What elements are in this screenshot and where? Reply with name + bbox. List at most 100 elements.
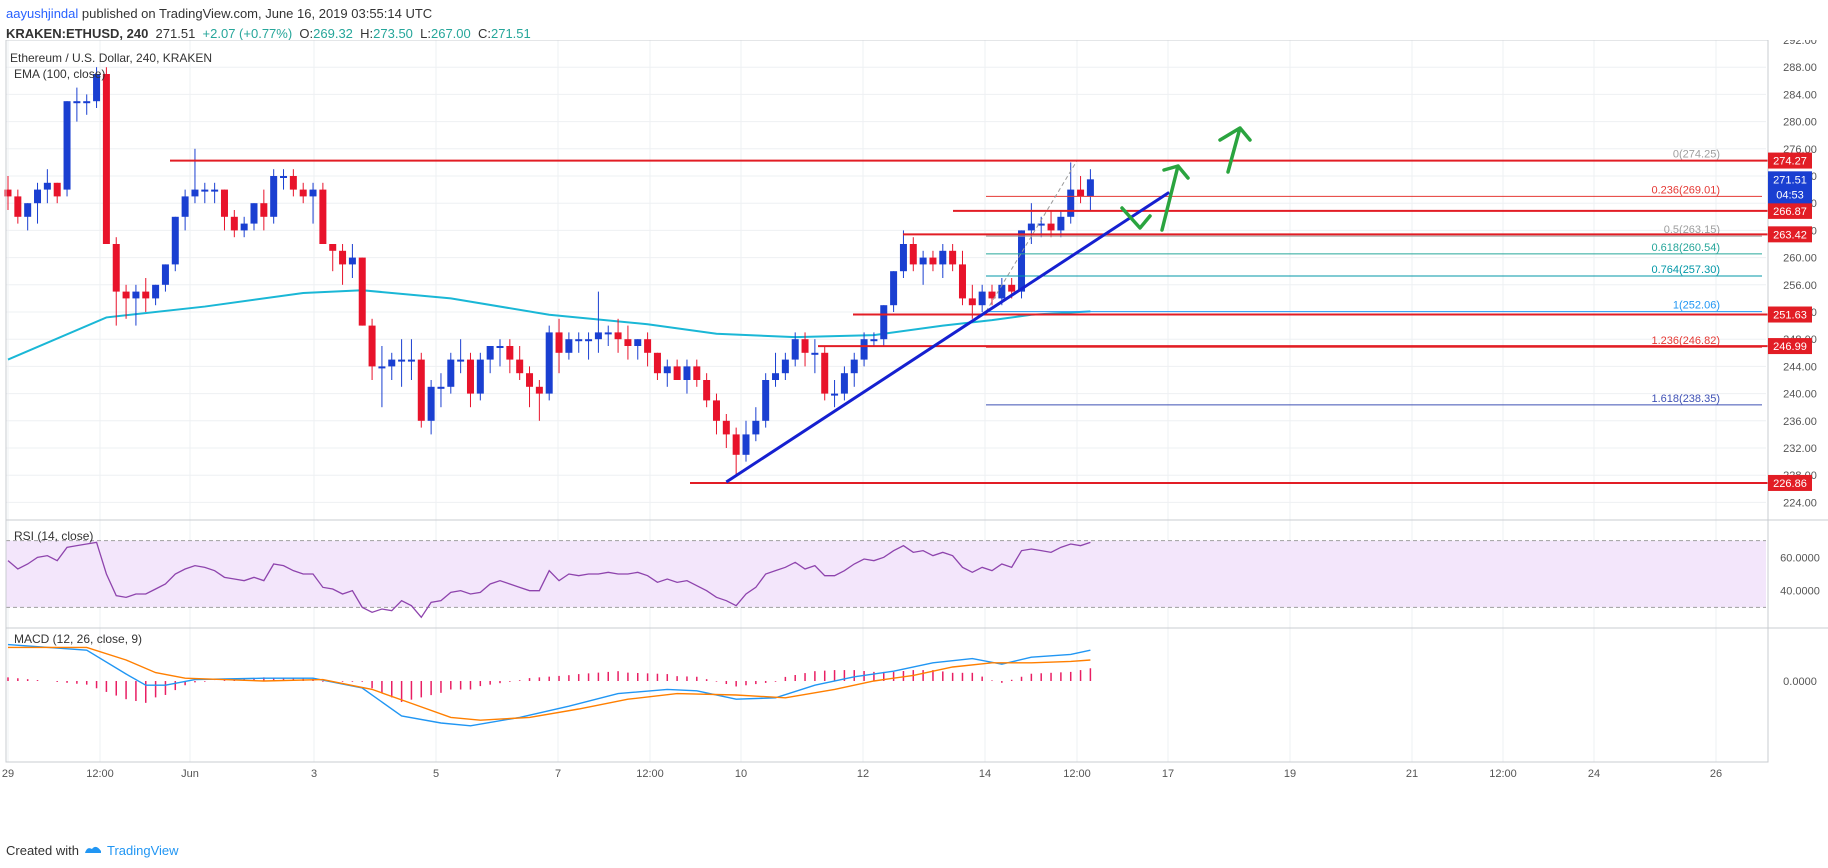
grid-lines	[6, 40, 1766, 762]
symbol-name: KRAKEN:ETHUSD, 240	[6, 26, 149, 41]
candle-body	[683, 366, 691, 380]
candle-body	[968, 298, 976, 306]
candle-body	[762, 380, 770, 421]
x-tick-label: 3	[311, 768, 317, 780]
tradingview-brand[interactable]: TradingView	[106, 843, 179, 858]
candle-body	[1057, 216, 1065, 231]
candle-body	[988, 291, 996, 299]
candle-body	[73, 101, 81, 104]
axes: 29 12:00 Jun 3 5 7 12:00 10 12 14 12:00 17 19 21 12:00…	[2, 40, 1828, 780]
tradingview-logo-icon	[83, 843, 103, 858]
close-value: 271.51	[490, 26, 531, 41]
pane-frame	[5, 40, 1769, 763]
rsi-pane[interactable]	[6, 540, 1766, 619]
candle-body	[466, 359, 474, 394]
x-tick-label: 24	[1588, 768, 1600, 780]
candle-body	[565, 339, 573, 353]
y-tick-label: 240.00	[1783, 389, 1817, 401]
x-tick-label: Jun	[181, 768, 199, 780]
chart-title: Ethereum / U.S. Dollar, 240, KRAKEN	[10, 51, 212, 65]
candle-body	[270, 176, 278, 217]
candle-body	[949, 250, 957, 265]
candle-body	[476, 359, 484, 394]
candle-body	[516, 359, 524, 374]
close-label: C:	[477, 26, 491, 41]
candle-body	[358, 257, 366, 326]
candle-body	[407, 359, 415, 362]
candle-body	[958, 264, 966, 299]
candle-body	[378, 366, 386, 369]
candle-body	[850, 359, 858, 374]
candle-body	[594, 332, 602, 340]
candle-body	[53, 182, 61, 197]
created-with-text: Created with	[6, 843, 79, 858]
macd-legend: MACD (12, 26, close, 9)	[14, 632, 142, 646]
y-tick-label: 280.00	[1783, 117, 1817, 129]
candle-body	[250, 203, 258, 224]
trading-chart[interactable]: 0(274.25) 0.236(269.01) 0.5(263.15) 0.618(2…	[0, 40, 1828, 840]
candle-body	[220, 189, 228, 217]
candle-body	[663, 366, 671, 374]
level-badge	[1768, 226, 1812, 243]
candle-body	[171, 216, 179, 265]
candle-body	[93, 74, 101, 102]
candle-body	[506, 346, 514, 360]
candle-body	[535, 386, 543, 394]
candle-body	[575, 339, 583, 342]
level-badge-label: 251.63	[1773, 310, 1807, 322]
candle-body	[811, 352, 819, 355]
candle-body	[752, 420, 760, 435]
candle-body	[1018, 230, 1026, 292]
author-link[interactable]: aayushjindal	[6, 6, 79, 21]
candle-body	[4, 189, 12, 197]
candle-body	[781, 359, 789, 374]
candle-body	[526, 373, 534, 387]
candle-body	[230, 216, 238, 231]
y-tick-label: 284.00	[1783, 89, 1817, 101]
x-tick-label: 29	[2, 768, 14, 780]
level-badge-label: 263.42	[1773, 229, 1807, 241]
candle-body	[398, 359, 406, 362]
macd-pane[interactable]	[7, 643, 1092, 727]
publish-info: published on TradingView.com, June 16, 2…	[81, 6, 433, 21]
price-pane[interactable]: 0(274.25) 0.236(269.01) 0.5(263.15) 0.618(2…	[4, 67, 1769, 484]
candle-body	[653, 352, 661, 374]
rsi-tick-label: 60.0000	[1780, 552, 1820, 564]
candle-body	[191, 189, 199, 197]
bar-countdown-label: 04:53	[1776, 189, 1804, 201]
candle-body	[486, 346, 494, 360]
fib-level-label: 0(274.25)	[1673, 149, 1720, 161]
open-label: O:	[299, 26, 314, 41]
candle-body	[555, 332, 563, 353]
candle-body	[299, 189, 307, 197]
high-value: 273.50	[373, 26, 413, 41]
candle-body	[929, 257, 937, 265]
chart-header: aayushjindal published on TradingView.co…	[6, 4, 531, 44]
footer: Created with TradingView	[6, 843, 179, 858]
x-tick-label: 12:00	[1063, 768, 1091, 780]
candle-body	[801, 339, 809, 353]
candle-body	[998, 284, 1006, 299]
candle-body	[319, 189, 327, 244]
forecast-arrow-icon	[1160, 164, 1190, 232]
fib-level-label: 0.236(269.01)	[1652, 184, 1721, 196]
y-tick-label: 236.00	[1783, 416, 1817, 428]
candle-body	[14, 196, 22, 217]
candle-body	[309, 189, 317, 197]
y-tick-label: 244.00	[1783, 361, 1817, 373]
level-badge-label: 266.87	[1773, 206, 1807, 218]
trend-line	[725, 191, 1170, 484]
x-tick-label: 17	[1162, 768, 1174, 780]
macd-line	[7, 643, 1091, 727]
rsi-tick-label: 40.0000	[1780, 586, 1820, 598]
fib-anchor-line	[985, 160, 1078, 312]
candle-body	[142, 291, 150, 299]
candle-body	[348, 257, 356, 265]
level-badge	[1768, 474, 1812, 491]
candle-body	[673, 366, 681, 380]
candle-body	[280, 176, 288, 178]
publish-line: aayushjindal published on TradingView.co…	[6, 4, 531, 24]
candle-body	[732, 434, 740, 455]
current-price-badge	[1768, 171, 1812, 204]
rsi-legend: RSI (14, close)	[14, 529, 93, 543]
